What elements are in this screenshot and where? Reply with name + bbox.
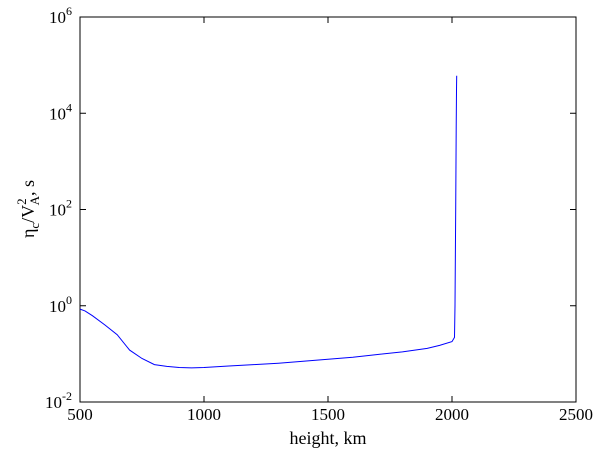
x-axis-title: height, km (290, 428, 367, 448)
y-tick-label: 100 (49, 293, 72, 316)
y-tick-label: 106 (49, 4, 72, 27)
x-tick-label: 2500 (559, 405, 593, 424)
x-tick-labels: 500 1000 1500 2000 2500 (67, 405, 593, 424)
x-tick-label: 2000 (435, 405, 469, 424)
tick-marks (79, 16, 577, 403)
y-tick-labels: 10-2 100 102 104 106 (45, 4, 72, 412)
y-axis-title: ηc/V2A, s (14, 180, 42, 238)
series-line (79, 75, 458, 369)
x-tick-label: 1000 (187, 405, 221, 424)
plot-frame (79, 16, 577, 403)
y-tick-label: 102 (49, 197, 72, 220)
x-tick-label: 1500 (311, 405, 345, 424)
y-tick-label: 104 (49, 100, 72, 123)
y-tick-label: 10-2 (45, 389, 72, 412)
x-tick-label: 500 (67, 405, 93, 424)
